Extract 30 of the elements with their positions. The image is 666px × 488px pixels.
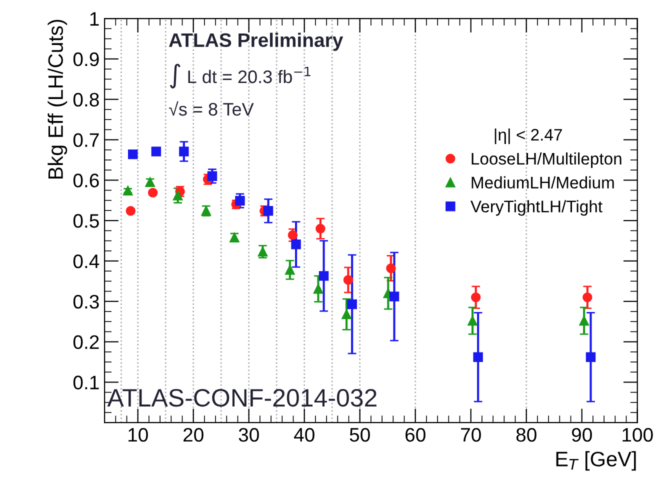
legend-label: VeryTightLH/Tight — [470, 200, 602, 216]
y-tick-label: 0.5 — [73, 214, 99, 228]
legend-label: MediumLH/Medium — [472, 176, 614, 189]
x-tick-label: 10 — [128, 428, 148, 442]
annotation: ATLAS-CONF-2014-032 — [107, 388, 376, 407]
legend-title: |η| < 2.47 — [494, 128, 562, 144]
x-axis-title: E$_{T}$ [GeV] — [556, 451, 636, 471]
y-axis-title: Bkg Eff (LH/Cuts) — [48, 20, 68, 179]
x-tick-label: 50 — [350, 428, 370, 442]
y-tick-label: 0.2 — [73, 335, 99, 350]
y-tick-label: 0.6 — [73, 174, 99, 188]
x-tick-label: 90 — [572, 428, 592, 442]
x-tick-label: 20 — [184, 428, 204, 442]
x-tick-label: 60 — [406, 428, 426, 442]
legend-label: LooseLH/Multilepton — [472, 152, 622, 168]
y-tick-label: 0.4 — [73, 254, 100, 268]
annotation: ATLAS Preliminary — [168, 32, 344, 51]
x-tick-label: 100 — [622, 428, 653, 442]
y-tick-label: 0.8 — [73, 92, 99, 107]
y-tick-label: 0.3 — [73, 294, 99, 309]
x-tick-label: 30 — [238, 428, 259, 442]
x-tick-label: 80 — [516, 428, 536, 442]
y-tick-label: 0.1 — [73, 376, 99, 390]
x-tick-label: 40 — [294, 428, 314, 442]
annotation: ∫ L dt = 20.3 fb$^{−1}$ — [170, 64, 310, 88]
y-tick-label: 1 — [90, 12, 99, 26]
annotation: √s = 8 TeV — [168, 101, 254, 116]
y-tick-label: 0.9 — [73, 52, 99, 66]
y-tick-label: 0.7 — [73, 133, 99, 147]
x-tick-label: 70 — [461, 428, 481, 442]
